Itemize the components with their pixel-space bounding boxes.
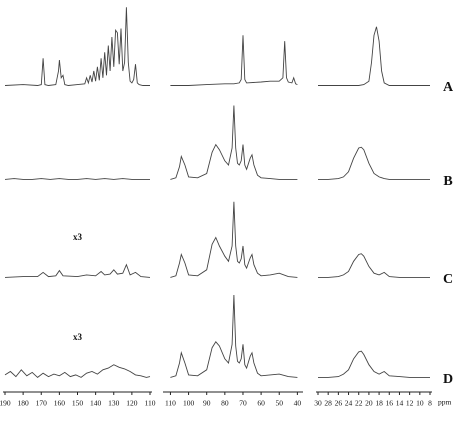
- row-label: A: [443, 80, 454, 95]
- spectrum-trace: [170, 201, 298, 278]
- x-tick-label: 30: [314, 399, 322, 408]
- spectrum-trace: [170, 294, 298, 378]
- annotation: x3: [73, 332, 83, 342]
- x-tick-label: 130: [108, 399, 120, 408]
- spectrum-trace: [170, 105, 298, 180]
- x-tick-label: 170: [36, 399, 48, 408]
- row-label: B: [443, 174, 452, 189]
- spectrum-trace: [4, 178, 150, 180]
- x-tick-label: 8: [428, 399, 432, 408]
- spectrum-trace: [4, 7, 150, 86]
- x-tick-label: 24: [345, 399, 353, 408]
- x-tick-label: 190: [0, 399, 11, 408]
- x-tick-label: 28: [324, 399, 332, 408]
- x-tick-label: 26: [335, 399, 343, 408]
- spectrum-trace: [318, 146, 430, 180]
- x-tick-label: 180: [18, 399, 30, 408]
- x-tick-label: 90: [203, 399, 211, 408]
- x-axis-label: ppm: [438, 398, 452, 407]
- row-label: D: [443, 372, 453, 387]
- x-tick-label: 40: [294, 399, 302, 408]
- x-tick-label: 110: [165, 399, 176, 408]
- x-tick-label: 22: [355, 399, 363, 408]
- spectrum-trace: [318, 253, 430, 278]
- spectrum-trace: [4, 263, 151, 278]
- x-tick-label: 10: [416, 399, 424, 408]
- spectrum-trace: [318, 26, 430, 86]
- x-tick-label: 160: [54, 399, 66, 408]
- x-tick-label: 80: [221, 399, 229, 408]
- x-tick-label: 110: [145, 399, 156, 408]
- annotation: x3: [73, 232, 83, 242]
- spectrum-trace: [4, 364, 151, 378]
- x-tick-label: 120: [126, 399, 138, 408]
- x-tick-label: 60: [257, 399, 265, 408]
- x-tick-label: 70: [239, 399, 247, 408]
- x-tick-label: 20: [365, 399, 373, 408]
- x-tick-label: 16: [386, 399, 394, 408]
- row-label: C: [443, 272, 453, 287]
- x-tick-label: 150: [72, 399, 84, 408]
- x-tick-label: 50: [275, 399, 283, 408]
- x-tick-label: 18: [375, 399, 383, 408]
- x-tick-label: 100: [183, 399, 195, 408]
- spectrum-trace: [318, 350, 430, 378]
- spectrum-trace: [170, 35, 298, 86]
- x-tick-label: 14: [396, 399, 404, 408]
- x-tick-label: 12: [406, 399, 414, 408]
- x-tick-label: 140: [90, 399, 102, 408]
